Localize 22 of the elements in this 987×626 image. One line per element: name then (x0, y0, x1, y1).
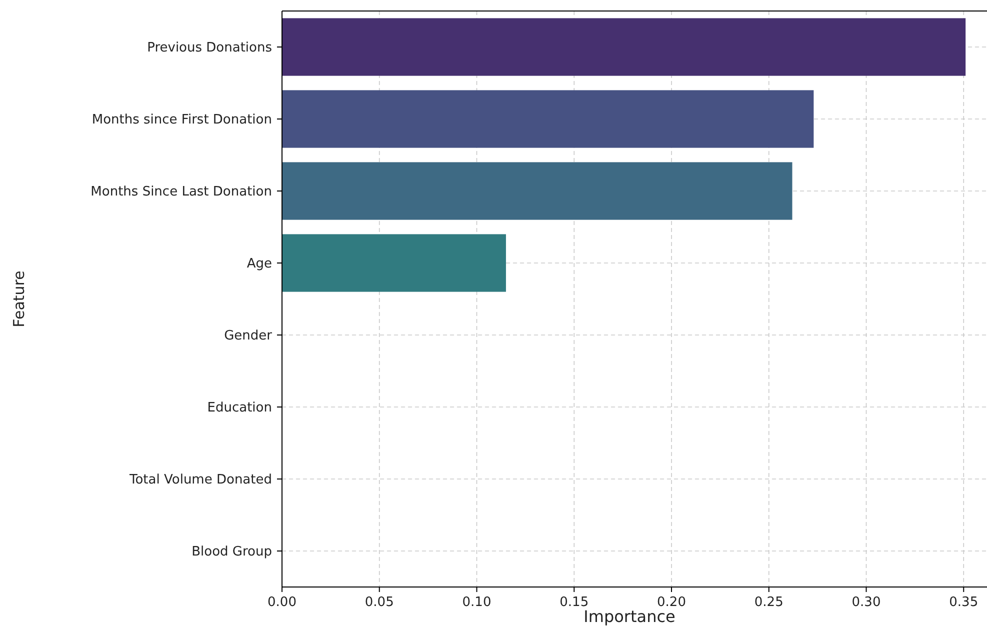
y-tick-label: Previous Donations (147, 40, 272, 56)
y-tick-label: Age (246, 256, 272, 272)
bar (282, 90, 814, 148)
y-tick-label: Months Since Last Donation (90, 184, 272, 200)
y-tick-label: Blood Group (192, 544, 272, 560)
x-tick-label: 0.20 (657, 595, 686, 610)
x-tick-label: 0.15 (560, 595, 589, 610)
x-tick-label: 0.05 (364, 595, 394, 610)
x-tick-label: 0.30 (852, 595, 881, 610)
x-tick-label: 0.10 (462, 595, 492, 610)
x-tick-label: 0.35 (949, 595, 978, 610)
bar (282, 234, 506, 292)
bar (282, 18, 966, 76)
y-tick-label: Gender (224, 328, 273, 344)
x-tick-label: 0.00 (268, 595, 296, 610)
y-axis-title: Feature (10, 270, 28, 328)
y-tick-label: Education (207, 400, 272, 416)
x-axis-title: Importance (584, 607, 676, 626)
x-tick-label: 0.25 (754, 595, 784, 610)
y-tick-label: Total Volume Donated (128, 472, 272, 488)
y-tick-label: Months since First Donation (92, 112, 272, 128)
bar (282, 162, 792, 220)
